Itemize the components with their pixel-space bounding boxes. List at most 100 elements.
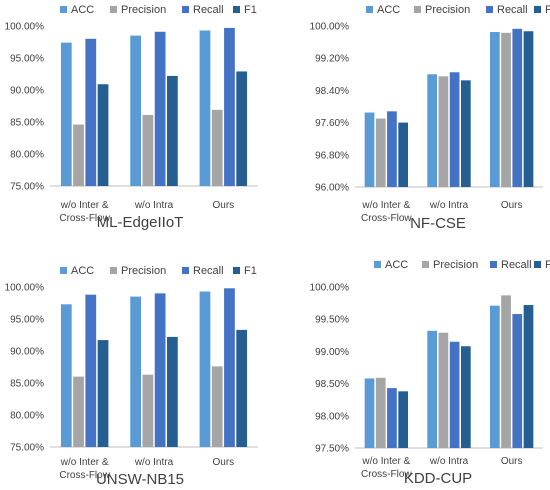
chart-title: NF-CSE bbox=[410, 215, 466, 232]
bar-recall bbox=[512, 314, 523, 448]
legend-label: ACC bbox=[385, 259, 408, 271]
legend-label: ACC bbox=[377, 4, 400, 16]
bar-precision bbox=[211, 366, 223, 447]
bar-recall bbox=[224, 27, 235, 187]
legend-swatch bbox=[182, 6, 189, 13]
y-tick-label: 96.80% bbox=[315, 150, 349, 161]
y-tick-label: 90.00% bbox=[10, 347, 44, 358]
bar-f1 bbox=[97, 340, 109, 447]
x-tick-label: w/o Intra bbox=[429, 200, 469, 211]
legend-swatch bbox=[414, 6, 421, 13]
bar-f1 bbox=[236, 329, 248, 447]
bar-f1 bbox=[523, 305, 534, 448]
y-tick-label: 97.60% bbox=[315, 118, 349, 129]
bar-acc bbox=[427, 330, 438, 448]
bar-recall bbox=[387, 388, 397, 448]
legend-label: F1 bbox=[244, 265, 257, 277]
bar-precision bbox=[375, 377, 386, 448]
y-tick-label: 99.00% bbox=[315, 347, 349, 358]
y-tick-label: 98.40% bbox=[315, 86, 349, 97]
legend-swatch bbox=[110, 267, 117, 274]
legend-label: Precision bbox=[121, 265, 166, 277]
bar-precision bbox=[211, 109, 223, 186]
y-tick-label: 90.00% bbox=[10, 86, 44, 97]
bar-precision bbox=[501, 295, 511, 448]
bar-acc bbox=[489, 32, 500, 187]
x-tick-label: w/o Intra bbox=[429, 456, 469, 467]
x-tick-label: Ours bbox=[501, 456, 523, 467]
bar-precision bbox=[501, 32, 511, 188]
y-tick-label: 75.00% bbox=[10, 443, 44, 454]
y-tick-label: 99.20% bbox=[315, 54, 349, 65]
x-tick-label: w/o Inter & bbox=[60, 457, 109, 468]
legend-label: Recall bbox=[501, 259, 532, 271]
bar-f1 bbox=[460, 80, 471, 187]
bar-acc bbox=[199, 291, 211, 447]
x-tick-label: w/o Inter & bbox=[361, 200, 410, 211]
y-tick-label: 96.00% bbox=[315, 183, 349, 194]
bar-recall bbox=[449, 341, 460, 448]
legend-swatch bbox=[182, 267, 189, 274]
legend-label: F1 bbox=[545, 259, 550, 271]
y-tick-label: 75.00% bbox=[10, 182, 44, 193]
y-tick-label: 100.00% bbox=[310, 283, 350, 294]
x-tick-label: Ours bbox=[212, 457, 234, 468]
x-tick-label: w/o Intra bbox=[134, 200, 174, 211]
y-tick-label: 100.00% bbox=[310, 22, 350, 33]
y-tick-label: 80.00% bbox=[10, 411, 44, 422]
bar-acc bbox=[364, 112, 375, 187]
legend-label: Recall bbox=[193, 4, 224, 16]
bar-recall bbox=[512, 28, 523, 187]
y-tick-label: 98.00% bbox=[315, 411, 349, 422]
x-tick-label: w/o Inter & bbox=[361, 456, 410, 467]
legend-swatch bbox=[534, 261, 541, 268]
bar-f1 bbox=[236, 71, 248, 186]
legend-label: ACC bbox=[71, 4, 94, 16]
bar-f1 bbox=[167, 336, 178, 447]
bar-f1 bbox=[97, 84, 109, 186]
legend-swatch bbox=[233, 6, 240, 13]
y-tick-label: 95.00% bbox=[10, 54, 44, 65]
bar-f1 bbox=[460, 346, 471, 448]
bar-f1 bbox=[167, 75, 178, 186]
x-tick-label: Cross-Flow bbox=[59, 470, 110, 481]
legend-label: Precision bbox=[425, 4, 470, 16]
chart-title: KDD-CUP bbox=[404, 470, 472, 487]
bar-recall bbox=[154, 293, 166, 447]
bar-precision bbox=[438, 332, 449, 448]
chart-title: ML-EdgeIIoT bbox=[97, 214, 184, 231]
legend-swatch bbox=[366, 6, 373, 13]
legend-swatch bbox=[374, 261, 381, 268]
y-tick-label: 85.00% bbox=[10, 379, 44, 390]
bar-f1 bbox=[523, 31, 534, 188]
legend-label: F1 bbox=[244, 4, 257, 16]
y-tick-label: 95.00% bbox=[10, 315, 44, 326]
legend-swatch bbox=[110, 6, 117, 13]
x-tick-label: Ours bbox=[501, 200, 523, 211]
bar-precision bbox=[142, 374, 154, 447]
legend-swatch bbox=[233, 267, 240, 274]
bar-precision bbox=[438, 76, 449, 187]
bar-f1 bbox=[398, 122, 409, 187]
legend-swatch bbox=[60, 6, 67, 13]
bar-recall bbox=[85, 38, 97, 186]
legend-swatch bbox=[534, 6, 541, 13]
x-tick-label: Cross-Flow bbox=[361, 213, 412, 224]
bar-precision bbox=[375, 118, 386, 187]
bar-recall bbox=[154, 31, 166, 187]
bar-acc bbox=[364, 378, 375, 448]
bar-recall bbox=[224, 288, 235, 447]
legend-label: Recall bbox=[193, 265, 224, 277]
x-tick-label: w/o Intra bbox=[134, 457, 174, 468]
bar-acc bbox=[489, 305, 500, 448]
bar-f1 bbox=[398, 391, 409, 448]
legend-label: Precision bbox=[433, 259, 478, 271]
legend-swatch bbox=[60, 267, 67, 274]
bar-recall bbox=[85, 294, 97, 447]
chart-panel-2: 96.00% 96.80% 97.60% 98.40% 99.20% 100.00% w/o… bbox=[310, 4, 550, 232]
y-tick-label: 98.50% bbox=[315, 379, 349, 390]
bar-recall bbox=[449, 72, 460, 187]
bar-acc bbox=[60, 304, 72, 447]
legend-label: F1 bbox=[545, 4, 550, 16]
